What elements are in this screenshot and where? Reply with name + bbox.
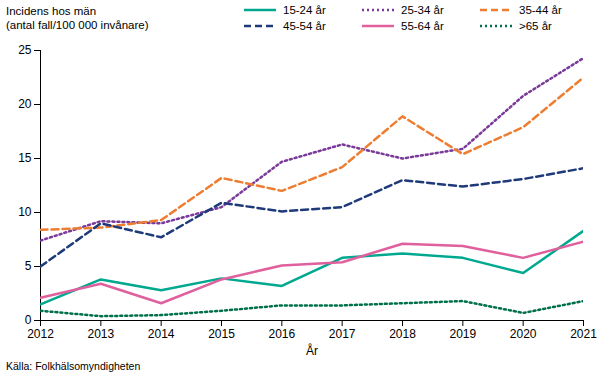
svg-text:20: 20 [18, 97, 32, 111]
svg-text:25: 25 [18, 43, 32, 57]
svg-text:2012: 2012 [27, 327, 54, 341]
svg-text:2018: 2018 [389, 327, 416, 341]
html-text:Källa: Folkhälsomyndigheten: Källa: Folkhälsomyndigheten [6, 360, 141, 372]
html-text:35-44 år: 35-44 år [519, 4, 562, 16]
svg-text:2016: 2016 [268, 327, 295, 341]
svg-text:2013: 2013 [87, 327, 114, 341]
svg-text:2015: 2015 [208, 327, 235, 341]
svg-text:10: 10 [18, 205, 32, 219]
svg-text:2014: 2014 [148, 327, 175, 341]
svg-text:0: 0 [25, 313, 32, 327]
html-text:25-34 år: 25-34 år [401, 4, 444, 16]
svg-text:2020: 2020 [510, 327, 537, 341]
svg-text:15: 15 [18, 151, 32, 165]
svg-text:2019: 2019 [449, 327, 476, 341]
html-text:>65 år: >65 år [519, 20, 552, 32]
html-text:55-64 år: 55-64 år [401, 20, 444, 32]
svg-text:2017: 2017 [329, 327, 356, 341]
html-text:Incidens hos män (antal fall/1: Incidens hos män (antal fall/100 000 inv… [6, 5, 149, 31]
html-text:45-54 år: 45-54 år [283, 20, 326, 32]
svg-text:5: 5 [25, 259, 32, 273]
svg-text:År: År [306, 343, 318, 358]
html-text:15-24 år: 15-24 år [283, 4, 326, 16]
svg-text:2021: 2021 [570, 327, 597, 341]
